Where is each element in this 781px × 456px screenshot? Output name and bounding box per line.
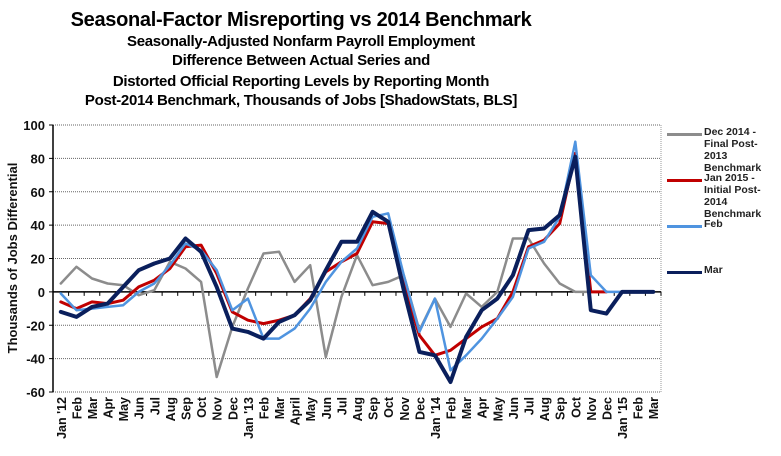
y-axis-label: Thousands of Jobs Differential: [5, 163, 20, 354]
x-tick-label: Feb: [257, 397, 271, 420]
chart-subtitle-4: Post-2014 Benchmark, Thousands of Jobs […: [84, 92, 518, 109]
y-tick-label: 20: [31, 252, 45, 267]
y-tick-label: 40: [31, 218, 45, 233]
series-line-3: [58, 154, 656, 384]
chart-subtitle-3: Distorted Official Reporting Levels by R…: [112, 73, 490, 90]
y-tick-label: 0: [38, 285, 45, 300]
chart-subtitle-1: Seasonally-Adjusted Nonfarm Payroll Empl…: [127, 33, 475, 50]
series-line-2: [59, 140, 624, 372]
x-tick-label: Jul: [335, 397, 349, 415]
legend-swatch-gray: [667, 133, 702, 136]
x-tick-label: Apr: [102, 397, 116, 419]
x-tick-label: Nov: [398, 397, 412, 421]
y-tick-label: 80: [31, 151, 45, 166]
legend-swatch-lightblue: [667, 225, 702, 228]
x-tick-label: Jan '15: [616, 397, 630, 439]
x-tick-label: Nov: [211, 397, 225, 421]
x-tick-label: Dec: [413, 397, 427, 420]
series-lines: [58, 140, 656, 384]
x-tick-label: Apr: [476, 397, 490, 419]
y-axis: 100 80 60 40 20 0 -20 -40 -60: [23, 118, 54, 400]
x-tick-label: Oct: [195, 396, 209, 418]
x-tick-label: Jun: [507, 397, 521, 419]
x-tick-label: May: [117, 397, 131, 421]
legend-swatch-navy: [667, 271, 702, 274]
x-tick-label: Feb: [632, 397, 646, 420]
legend-label: Jan 2015 - Initial Post-2014 Benchmark: [704, 172, 762, 220]
x-tick-label: Jan '14: [429, 397, 443, 439]
legend-item-dec-2014: Dec 2014 - Final Post-2013 Benchmark: [667, 126, 780, 174]
legend-swatch-red: [667, 179, 702, 182]
x-tick-label: Mar: [86, 397, 100, 419]
x-tick-label: May: [304, 397, 318, 421]
x-tick-label: Mar: [273, 397, 287, 419]
x-tick-label: April: [289, 397, 303, 425]
x-tick-label: Feb: [445, 397, 459, 420]
legend-label: Dec 2014 - Final Post-2013 Benchmark: [704, 126, 762, 174]
series-line-1: [59, 151, 608, 357]
series-line-0: [59, 237, 593, 379]
x-tick-label: Jul: [148, 397, 162, 415]
x-tick-label: Jan '13: [242, 397, 256, 439]
y-tick-label: 60: [31, 185, 45, 200]
x-tick-label: Jul: [522, 397, 536, 415]
x-tick-label: Mar: [460, 397, 474, 419]
y-tick-label: -20: [26, 318, 45, 333]
x-tick-label: Aug: [538, 397, 552, 421]
x-tick-label: Jun: [133, 397, 147, 419]
x-tick-label: Sep: [180, 397, 194, 420]
y-tick-label: -40: [26, 352, 45, 367]
x-tick-label: Sep: [367, 397, 381, 420]
x-tick-label: Dec: [600, 397, 614, 420]
legend-item-mar: Mar: [667, 264, 780, 276]
y-tick-label: 100: [23, 118, 45, 133]
x-tick-label: Aug: [351, 397, 365, 421]
legend-label: Feb: [704, 218, 723, 230]
x-tick-label: Oct: [382, 396, 396, 418]
legend-item-jan-2015: Jan 2015 - Initial Post-2014 Benchmark: [667, 172, 764, 220]
legend-label: Mar: [704, 264, 723, 276]
y-tick-label: -60: [26, 385, 45, 400]
x-tick-label: Jan '12: [55, 397, 69, 439]
x-tick-label: Oct: [569, 396, 583, 418]
x-tick-label: Feb: [70, 397, 84, 420]
x-tick-label: Nov: [585, 397, 599, 421]
x-tick-label: Aug: [164, 397, 178, 421]
legend-item-feb: Feb: [667, 218, 780, 230]
x-tick-label: Mar: [647, 397, 661, 419]
chart-title: Seasonal-Factor Misreporting vs 2014 Ben…: [70, 9, 532, 31]
x-tick-label: May: [491, 397, 505, 421]
x-tick-label: Jun: [320, 397, 334, 419]
x-tick-label: Dec: [226, 397, 240, 420]
chart-titles: Seasonal-Factor Misreporting vs 2014 Ben…: [0, 8, 602, 110]
chart-subtitle-2: Difference Between Actual Series and: [172, 52, 430, 69]
x-axis: Jan '12 Feb Mar Apr May Jun Jul Aug Sep Oct Nov Dec…: [52, 291, 662, 439]
x-tick-label: Sep: [554, 397, 568, 420]
